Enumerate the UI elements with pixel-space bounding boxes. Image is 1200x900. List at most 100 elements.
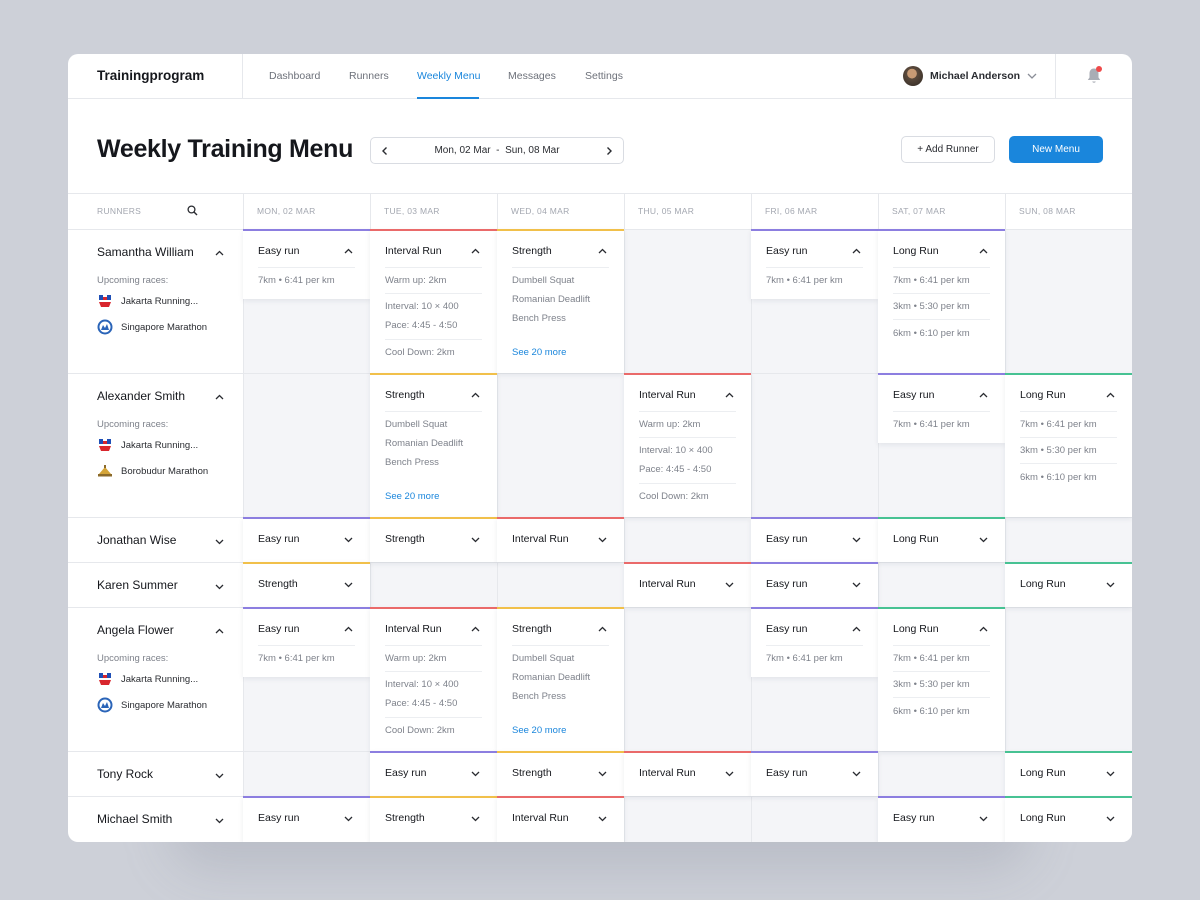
chevron-up-icon[interactable] xyxy=(214,392,225,403)
chevron-up-icon[interactable] xyxy=(214,248,225,259)
chevron-down-icon[interactable] xyxy=(1105,768,1116,779)
workout-card[interactable]: Strength Dumbell Squat Romanian Deadlift Be… xyxy=(497,607,624,751)
workout-card[interactable]: Long Run xyxy=(1005,796,1132,842)
runner-name[interactable]: Michael Smith xyxy=(97,812,173,826)
workout-card[interactable]: Interval Run Warm up: 2km Interval: 10 × 4… xyxy=(370,607,497,751)
race-item[interactable]: Borobudur Marathon xyxy=(97,463,237,479)
workout-card[interactable]: Strength xyxy=(370,796,497,842)
chevron-down-icon[interactable] xyxy=(978,534,989,545)
chevron-up-icon[interactable] xyxy=(851,624,862,635)
runner-name[interactable]: Karen Summer xyxy=(97,578,178,592)
workout-card[interactable]: Strength xyxy=(497,751,624,796)
workout-card[interactable]: Long Run 7km • 6:41 per km 3km • 5:30 per … xyxy=(1005,373,1132,517)
workout-card[interactable]: Strength xyxy=(370,517,497,562)
runner-name[interactable]: Tony Rock xyxy=(97,767,154,781)
chevron-up-icon[interactable] xyxy=(470,390,481,401)
workout-card[interactable]: Long Run xyxy=(1005,751,1132,796)
see-more-link[interactable]: See 20 more xyxy=(385,491,440,502)
chevron-up-icon[interactable] xyxy=(343,246,354,257)
workout-card[interactable]: Long Run xyxy=(878,517,1005,562)
nav-dashboard[interactable]: Dashboard xyxy=(269,70,321,82)
see-more-link[interactable]: See 20 more xyxy=(512,725,567,736)
chevron-right-icon[interactable] xyxy=(603,145,615,157)
workout-card[interactable]: Easy run xyxy=(751,751,878,796)
race-item[interactable]: Singapore Marathon xyxy=(97,697,237,713)
workout-card[interactable]: Easy run xyxy=(370,751,497,796)
chevron-down-icon[interactable] xyxy=(597,813,608,824)
add-runner-button[interactable]: + Add Runner xyxy=(901,136,995,163)
workout-card[interactable]: Interval Run xyxy=(497,517,624,562)
chevron-up-icon[interactable] xyxy=(343,624,354,635)
chevron-down-icon[interactable] xyxy=(214,770,225,781)
workout-card[interactable]: Easy run xyxy=(243,796,370,842)
workout-card[interactable]: Long Run 7km • 6:41 per km 3km • 5:30 per … xyxy=(878,229,1005,373)
avatar[interactable] xyxy=(903,66,923,86)
new-menu-button[interactable]: New Menu xyxy=(1009,136,1103,163)
chevron-up-icon[interactable] xyxy=(597,624,608,635)
workout-card[interactable]: Interval Run xyxy=(624,751,751,796)
chevron-down-icon[interactable] xyxy=(470,813,481,824)
chevron-down-icon[interactable] xyxy=(343,579,354,590)
user-name[interactable]: Michael Anderson xyxy=(930,70,1021,82)
chevron-down-icon[interactable] xyxy=(724,579,735,590)
workout-card[interactable]: Interval Run xyxy=(497,796,624,842)
chevron-up-icon[interactable] xyxy=(978,624,989,635)
chevron-up-icon[interactable] xyxy=(470,624,481,635)
chevron-up-icon[interactable] xyxy=(470,246,481,257)
runner-name[interactable]: Alexander Smith xyxy=(97,389,186,403)
race-item[interactable]: Jakarta Running... xyxy=(97,437,237,453)
workout-card[interactable]: Strength Dumbell Squat Romanian Deadlift Be… xyxy=(370,373,497,517)
chevron-down-icon[interactable] xyxy=(214,581,225,592)
race-item[interactable]: Singapore Marathon xyxy=(97,319,237,335)
chevron-down-icon[interactable] xyxy=(597,534,608,545)
nav-messages[interactable]: Messages xyxy=(508,70,556,82)
workout-card[interactable]: Easy run 7km • 6:41 per km xyxy=(878,373,1005,443)
chevron-up-icon[interactable] xyxy=(597,246,608,257)
workout-card[interactable]: Easy run 7km • 6:41 per km xyxy=(751,607,878,677)
chevron-down-icon[interactable] xyxy=(214,536,225,547)
chevron-down-icon[interactable] xyxy=(343,534,354,545)
workout-card[interactable]: Interval Run Warm up: 2km Interval: 10 × 4… xyxy=(370,229,497,373)
chevron-down-icon[interactable] xyxy=(851,768,862,779)
runner-name[interactable]: Jonathan Wise xyxy=(97,533,177,547)
chevron-down-icon[interactable] xyxy=(1105,813,1116,824)
workout-card[interactable]: Interval Run xyxy=(624,562,751,607)
race-item[interactable]: Jakarta Running... xyxy=(97,293,237,309)
chevron-left-icon[interactable] xyxy=(379,145,391,157)
chevron-up-icon[interactable] xyxy=(978,390,989,401)
workout-card[interactable]: Easy run xyxy=(751,517,878,562)
chevron-up-icon[interactable] xyxy=(851,246,862,257)
workout-card[interactable]: Easy run xyxy=(243,517,370,562)
chevron-down-icon[interactable] xyxy=(851,579,862,590)
see-more-link[interactable]: See 20 more xyxy=(512,347,567,358)
chevron-down-icon[interactable] xyxy=(851,534,862,545)
workout-card[interactable]: Easy run 7km • 6:41 per km xyxy=(243,229,370,299)
workout-card[interactable]: Easy run xyxy=(751,562,878,607)
chevron-up-icon[interactable] xyxy=(1105,390,1116,401)
chevron-down-icon[interactable] xyxy=(343,813,354,824)
workout-card[interactable]: Long Run xyxy=(1005,562,1132,607)
race-item[interactable]: Jakarta Running... xyxy=(97,671,237,687)
workout-card[interactable]: Interval Run Warm up: 2km Interval: 10 × 4… xyxy=(624,373,751,517)
chevron-down-icon[interactable] xyxy=(1105,579,1116,590)
chevron-up-icon[interactable] xyxy=(724,390,735,401)
workout-card[interactable]: Easy run 7km • 6:41 per km xyxy=(243,607,370,677)
search-icon[interactable] xyxy=(187,205,198,216)
chevron-up-icon[interactable] xyxy=(214,626,225,637)
workout-card[interactable]: Easy run xyxy=(878,796,1005,842)
workout-card[interactable]: Long Run 7km • 6:41 per km 3km • 5:30 per … xyxy=(878,607,1005,751)
workout-card[interactable]: Strength Dumbell Squat Romanian Deadlift Be… xyxy=(497,229,624,373)
nav-weekly-menu[interactable]: Weekly Menu xyxy=(417,70,481,82)
chevron-down-icon[interactable] xyxy=(470,768,481,779)
workout-card[interactable]: Strength xyxy=(243,562,370,607)
nav-settings[interactable]: Settings xyxy=(585,70,623,82)
chevron-down-icon[interactable] xyxy=(470,534,481,545)
nav-runners[interactable]: Runners xyxy=(349,70,389,82)
chevron-down-icon[interactable] xyxy=(724,768,735,779)
runner-name[interactable]: Angela Flower xyxy=(97,623,174,637)
chevron-up-icon[interactable] xyxy=(978,246,989,257)
chevron-down-icon[interactable] xyxy=(978,813,989,824)
runner-name[interactable]: Samantha William xyxy=(97,245,194,259)
workout-card[interactable]: Easy run 7km • 6:41 per km xyxy=(751,229,878,299)
chevron-down-icon[interactable] xyxy=(597,768,608,779)
